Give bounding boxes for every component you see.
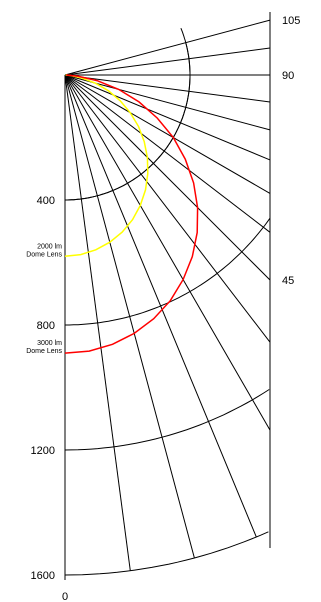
spoke-line-30	[64, 74, 271, 431]
polar-grid	[64, 12, 271, 580]
inner-arc	[65, 28, 191, 201]
spoke-line-37-5	[64, 74, 271, 343]
series-label-2-line-1: 3000 lm	[37, 340, 62, 347]
series-label-2-line-2: Dome Lens	[26, 348, 62, 355]
angle-tick-label-105: 105	[282, 15, 300, 27]
radial-tick-label-1600: 1600	[31, 570, 55, 582]
spoke-line-60	[64, 74, 271, 194]
radial-tick-label-800: 800	[37, 320, 55, 332]
range-arc-800	[65, 218, 271, 326]
spoke-line-82-5	[64, 74, 271, 103]
spoke-line-67-5	[64, 74, 271, 161]
spoke-line-45	[64, 74, 271, 281]
series-label-1-line-2: Dome Lens	[26, 251, 62, 258]
angle-tick-label-90: 90	[282, 70, 294, 82]
series-label-1: 2000 lm Dome Lens	[26, 243, 62, 258]
series-label-2: 3000 lm Dome Lens	[26, 340, 62, 355]
spoke-line-52-5	[64, 74, 271, 233]
range-arc-1200	[64, 389, 270, 451]
spoke-line-97-5	[64, 47, 271, 76]
series-layer	[64, 74, 199, 354]
spoke-line-75	[64, 74, 271, 131]
angle-tick-label-0: 0	[62, 591, 68, 602]
spoke-line-105	[64, 19, 271, 76]
radial-tick-label-1200: 1200	[31, 445, 55, 457]
angle-tick-label-45: 45	[282, 275, 294, 287]
series-curve-1	[64, 74, 149, 258]
radial-tick-label-400: 400	[37, 195, 55, 207]
range-arc-1600	[64, 531, 269, 576]
series-curve-2	[64, 74, 199, 354]
series-label-1-line-1: 2000 lm	[37, 243, 62, 250]
